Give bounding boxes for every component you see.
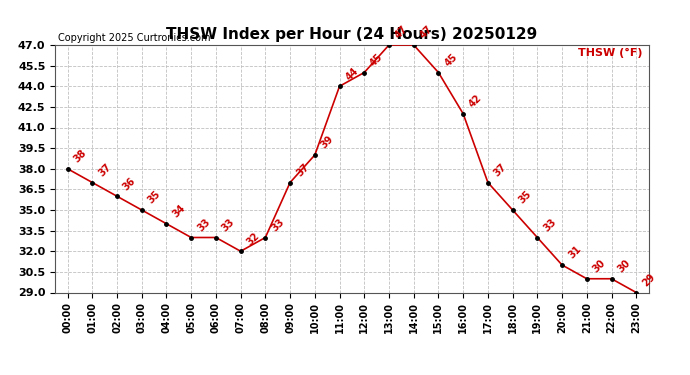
Text: 31: 31 xyxy=(566,244,583,261)
Text: 44: 44 xyxy=(344,66,360,82)
Text: 32: 32 xyxy=(245,231,262,247)
Text: 37: 37 xyxy=(97,162,113,178)
Text: 35: 35 xyxy=(146,189,163,206)
Text: 37: 37 xyxy=(294,162,311,178)
Text: 30: 30 xyxy=(591,258,608,274)
Text: 33: 33 xyxy=(270,217,286,233)
Text: 33: 33 xyxy=(195,217,212,233)
Text: 29: 29 xyxy=(640,272,657,288)
Text: 42: 42 xyxy=(467,93,484,110)
Title: THSW Index per Hour (24 Hours) 20250129: THSW Index per Hour (24 Hours) 20250129 xyxy=(166,27,538,42)
Text: 36: 36 xyxy=(121,176,138,192)
Text: Copyright 2025 Curtronics.com: Copyright 2025 Curtronics.com xyxy=(58,33,210,42)
Text: 34: 34 xyxy=(170,203,187,220)
Text: 33: 33 xyxy=(220,217,237,233)
Text: 45: 45 xyxy=(442,52,460,68)
Text: 45: 45 xyxy=(368,52,385,68)
Text: 30: 30 xyxy=(615,258,632,274)
Text: 33: 33 xyxy=(542,217,558,233)
Text: 39: 39 xyxy=(319,134,335,151)
Text: THSW (°F): THSW (°F) xyxy=(578,48,642,57)
Text: 37: 37 xyxy=(492,162,509,178)
Text: 35: 35 xyxy=(517,189,533,206)
Text: 47: 47 xyxy=(393,24,410,41)
Text: 38: 38 xyxy=(72,148,88,165)
Text: 47: 47 xyxy=(418,24,435,41)
